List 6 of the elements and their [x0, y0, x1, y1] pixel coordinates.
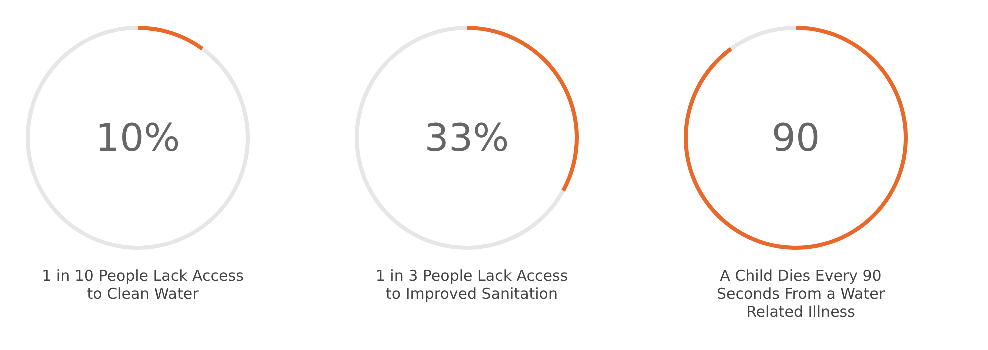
text: 1 in 3 People Lack Access to Improved Sanitation [376, 267, 568, 303]
text: A Child Dies Every 90 Seconds From a Water Related Illness [716, 267, 886, 321]
text: 90 [772, 116, 820, 160]
text: 1 in 10 People Lack Access to Clean Water [42, 267, 244, 303]
text: 33% [424, 116, 510, 160]
text: 10% [96, 116, 180, 160]
